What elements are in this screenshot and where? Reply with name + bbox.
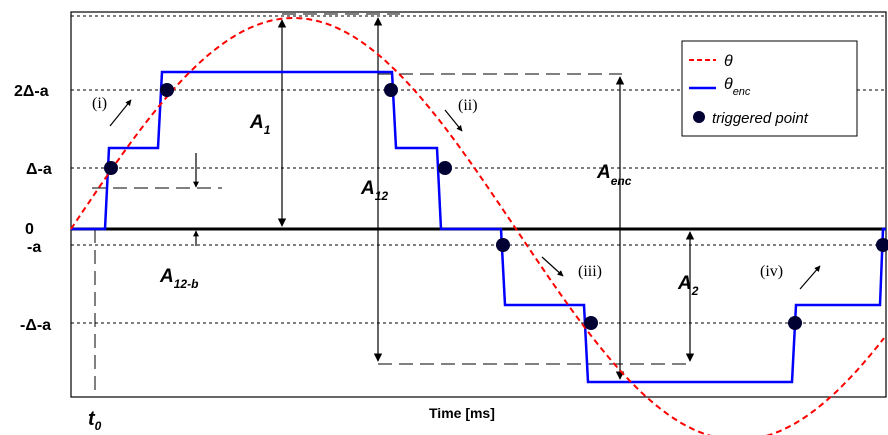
triggered-point bbox=[584, 316, 598, 330]
legend-theta-enc-sub: enc bbox=[733, 86, 751, 98]
triggered-points bbox=[104, 83, 888, 330]
a1-sub: 1 bbox=[264, 123, 271, 137]
a1-label: A1 bbox=[249, 112, 271, 137]
phase-iii-arrow bbox=[541, 256, 564, 277]
a2-label: A2 bbox=[677, 273, 699, 298]
t0-base: t bbox=[88, 408, 96, 430]
legend-theta-enc-base: θ bbox=[724, 76, 733, 93]
aenc-sub: enc bbox=[611, 174, 632, 188]
legend-triggered-marker bbox=[693, 111, 705, 123]
a12-sub: 12 bbox=[375, 189, 389, 203]
legend: θ θenc triggered point bbox=[681, 40, 858, 137]
triggered-point bbox=[104, 161, 118, 175]
phase-ii-arrow bbox=[444, 109, 463, 132]
x-axis-label: Time [ms] bbox=[429, 405, 495, 421]
triggered-point bbox=[788, 316, 802, 330]
theta-curve bbox=[70, 17, 885, 435]
a2-base: A bbox=[677, 273, 692, 294]
triggered-point bbox=[384, 83, 398, 97]
a12b-sub: 12-b bbox=[174, 277, 199, 291]
y-label-minus-a: -a bbox=[27, 239, 41, 256]
t0-label: t0 bbox=[88, 408, 102, 433]
y-label-delta-a: Δ-a bbox=[26, 161, 52, 178]
phase-iv-arrow bbox=[799, 265, 821, 290]
legend-triggered-label: triggered point bbox=[712, 110, 809, 127]
triggered-point bbox=[438, 161, 452, 175]
phase-ii-label: (ii) bbox=[458, 97, 478, 114]
a2-sub: 2 bbox=[691, 284, 699, 298]
triggered-point bbox=[876, 238, 888, 252]
triggered-point bbox=[160, 83, 174, 97]
a1-base: A bbox=[249, 112, 264, 133]
theta-enc-curve bbox=[71, 70, 886, 384]
legend-theta-enc-label: θenc bbox=[724, 76, 751, 98]
phase-iii-label: (iii) bbox=[578, 263, 602, 280]
a12b-base: A bbox=[159, 266, 174, 287]
y-label-minus-delta-a: -Δ-a bbox=[20, 317, 51, 334]
legend-theta-label: θ bbox=[724, 53, 733, 70]
a12b-label: A12-b bbox=[159, 266, 198, 291]
a12-label: A12 bbox=[360, 178, 388, 203]
y-label-zero: 0 bbox=[25, 221, 34, 238]
phase-iv-label: (iv) bbox=[760, 263, 783, 280]
phase-i-label: (i) bbox=[92, 95, 107, 112]
aenc-base: A bbox=[596, 162, 611, 183]
phase-i-arrow bbox=[109, 99, 132, 127]
aenc-label: Aenc bbox=[596, 162, 632, 188]
triggered-point bbox=[496, 238, 510, 252]
a12-base: A bbox=[360, 178, 375, 199]
t0-sub: 0 bbox=[95, 419, 102, 433]
measurement-arrows bbox=[193, 17, 695, 380]
y-label-2delta-a: 2Δ-a bbox=[14, 83, 49, 100]
plot-frame bbox=[70, 11, 887, 398]
direction-arrows bbox=[109, 99, 821, 290]
measurement-dash-lines bbox=[92, 13, 692, 397]
